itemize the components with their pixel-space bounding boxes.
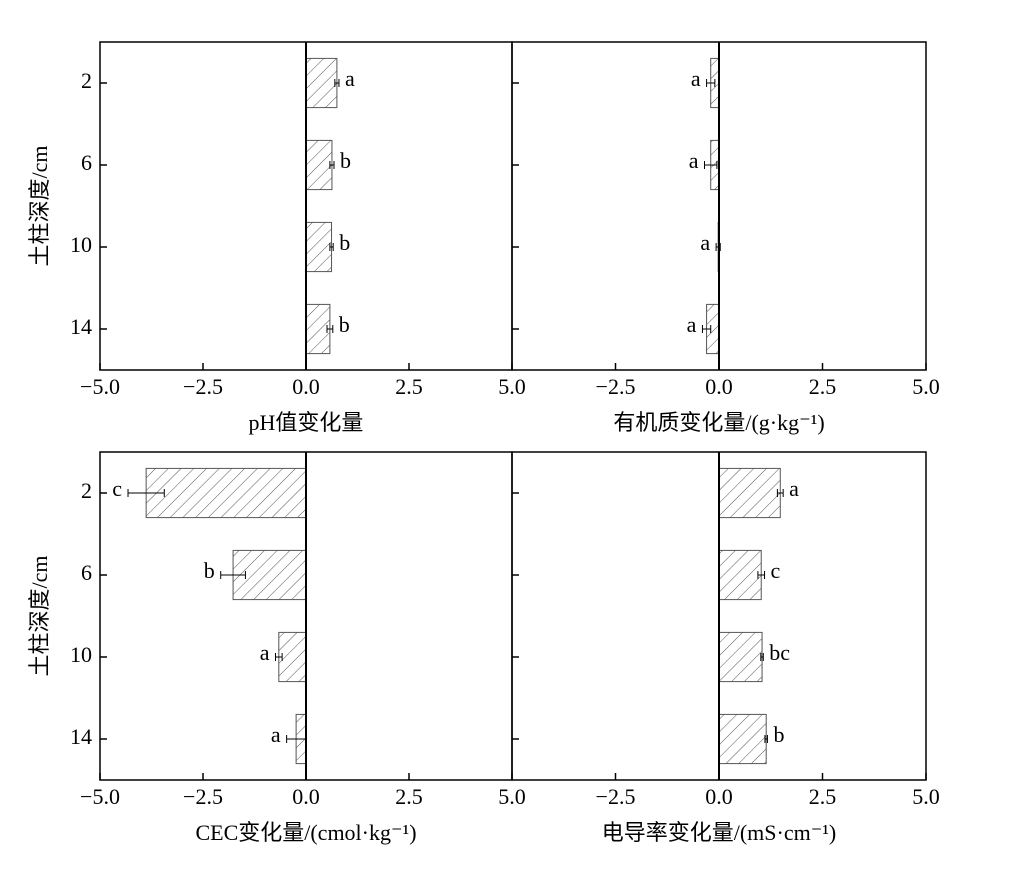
y-tick-label: 2 bbox=[81, 478, 92, 503]
x-tick-label: 5.0 bbox=[498, 374, 526, 399]
bar bbox=[305, 57, 338, 109]
bar bbox=[718, 713, 767, 765]
x-axis-label: CEC变化量/(cmol·kg⁻¹) bbox=[195, 820, 416, 845]
x-tick-label: 2.5 bbox=[395, 374, 423, 399]
bar bbox=[305, 221, 333, 273]
x-axis-label: pH值变化量 bbox=[249, 410, 364, 435]
y-tick-label: 14 bbox=[70, 314, 92, 339]
significance-label: a bbox=[687, 312, 697, 337]
significance-label: a bbox=[689, 148, 699, 173]
bar bbox=[718, 467, 781, 519]
x-tick-label: −2.5 bbox=[596, 374, 636, 399]
x-tick-label: −2.5 bbox=[183, 784, 223, 809]
significance-label: bc bbox=[769, 640, 790, 665]
y-tick-label: 14 bbox=[70, 724, 92, 749]
x-tick-label: 0.0 bbox=[292, 784, 320, 809]
significance-label: a bbox=[789, 476, 799, 501]
y-tick-label: 6 bbox=[81, 150, 92, 175]
significance-label: c bbox=[771, 558, 781, 583]
x-tick-label: 5.0 bbox=[912, 784, 940, 809]
bar bbox=[305, 303, 331, 355]
x-tick-label: −2.5 bbox=[183, 374, 223, 399]
bar bbox=[278, 631, 307, 683]
y-axis-label: 土柱深度/cm bbox=[27, 556, 52, 677]
x-tick-label: 5.0 bbox=[498, 784, 526, 809]
x-tick-label: 5.0 bbox=[912, 374, 940, 399]
bar bbox=[305, 139, 333, 191]
significance-label: c bbox=[112, 476, 122, 501]
significance-label: a bbox=[260, 640, 270, 665]
x-tick-label: −5.0 bbox=[80, 374, 120, 399]
x-tick-label: 0.0 bbox=[705, 374, 733, 399]
significance-label: a bbox=[345, 66, 355, 91]
significance-label: b bbox=[339, 312, 350, 337]
significance-label: b bbox=[204, 558, 215, 583]
bar bbox=[145, 467, 307, 519]
x-tick-label: 2.5 bbox=[395, 784, 423, 809]
y-axis-label: 土柱深度/cm bbox=[27, 146, 52, 267]
significance-label: b bbox=[773, 722, 784, 747]
y-tick-label: 10 bbox=[70, 232, 92, 257]
y-tick-label: 6 bbox=[81, 560, 92, 585]
x-axis-label: 有机质变化量/(g·kg⁻¹) bbox=[613, 410, 824, 435]
significance-label: a bbox=[271, 722, 281, 747]
x-axis-label: 电导率变化量/(mS·cm⁻¹) bbox=[602, 820, 837, 845]
significance-label: a bbox=[691, 66, 701, 91]
x-tick-label: 2.5 bbox=[809, 374, 837, 399]
x-tick-label: 0.0 bbox=[705, 784, 733, 809]
bar bbox=[718, 549, 762, 601]
bar bbox=[718, 631, 763, 683]
y-tick-label: 2 bbox=[81, 68, 92, 93]
significance-label: a bbox=[700, 230, 710, 255]
x-tick-label: 2.5 bbox=[809, 784, 837, 809]
significance-label: b bbox=[339, 230, 350, 255]
x-tick-label: 0.0 bbox=[292, 374, 320, 399]
x-tick-label: −2.5 bbox=[596, 784, 636, 809]
x-tick-label: −5.0 bbox=[80, 784, 120, 809]
y-tick-label: 10 bbox=[70, 642, 92, 667]
significance-label: b bbox=[340, 148, 351, 173]
